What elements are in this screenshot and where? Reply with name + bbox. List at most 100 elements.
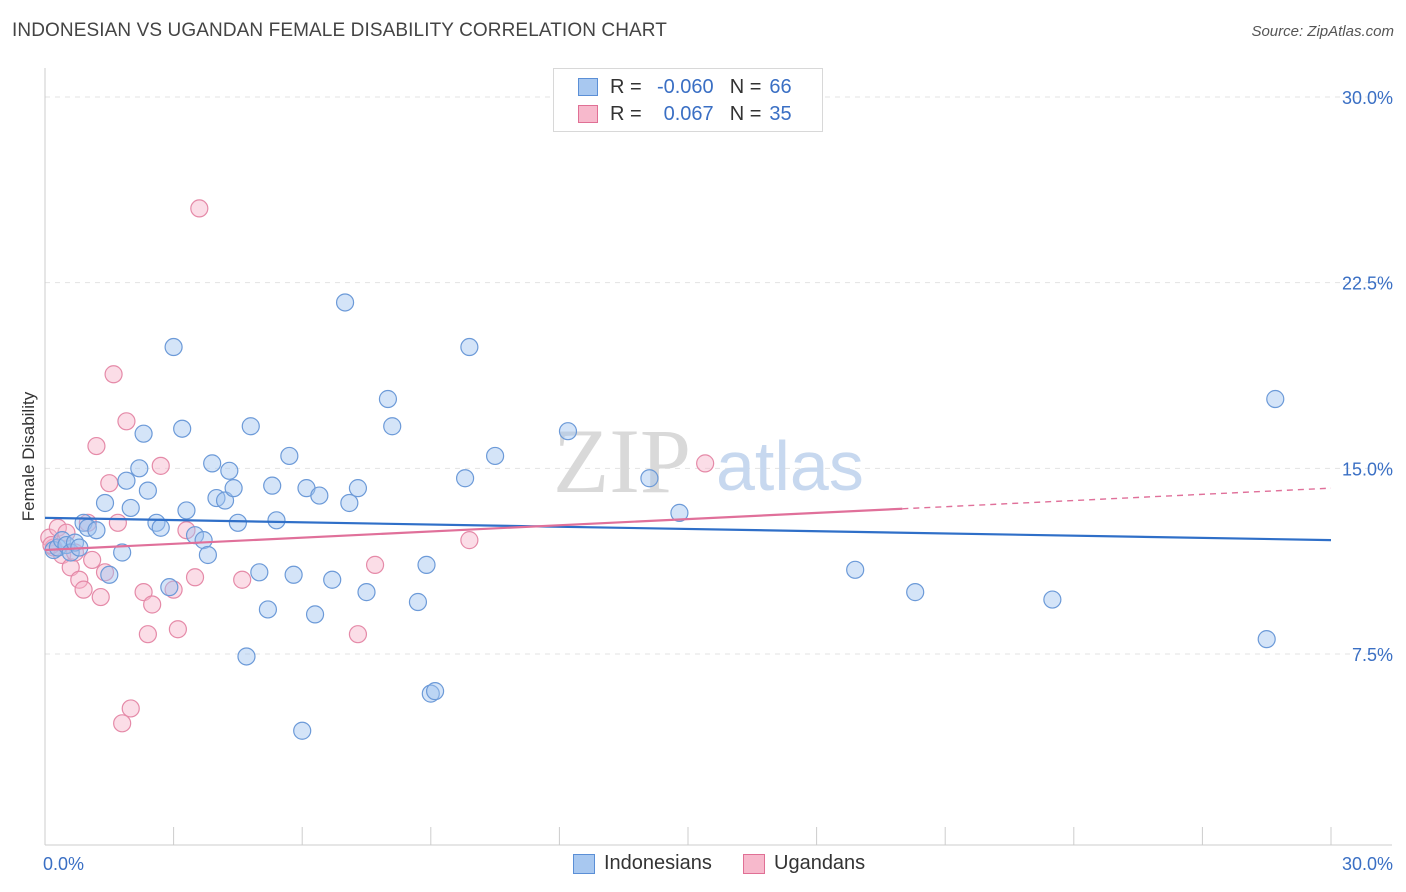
- ugandan-point: [190, 199, 209, 218]
- indonesian-point: [670, 503, 689, 522]
- r-value: 0.067: [663, 102, 714, 125]
- indonesian-point: [1257, 630, 1276, 649]
- legend-swatch-ugandans: [743, 853, 765, 874]
- ugandan-point: [138, 625, 157, 644]
- ugandan-point: [70, 570, 89, 589]
- indonesian-point: [335, 293, 355, 312]
- ugandan-point: [365, 555, 385, 574]
- trend-line-ugandans: [44, 507, 903, 552]
- legend-item-ugandans[interactable]: Ugandans: [743, 852, 865, 875]
- axes: [44, 68, 1392, 846]
- y-tick-label: 22.5%: [1342, 274, 1393, 294]
- indonesian-point: [408, 592, 428, 612]
- indonesian-point: [357, 583, 376, 602]
- y-tick-label: 7.5%: [1352, 645, 1393, 665]
- ugandan-point: [108, 513, 127, 532]
- indonesian-point: [121, 498, 140, 518]
- indonesian-point: [134, 424, 153, 443]
- correlation-legend: R = -0.060 N = 66 R = 0.067 N = 35: [553, 68, 823, 132]
- ugandan-point: [113, 714, 132, 733]
- ugandan-point: [151, 456, 170, 475]
- indonesian-point: [241, 417, 260, 436]
- n-value: 66: [769, 75, 792, 98]
- indonesian-point: [258, 600, 278, 619]
- ugandan-point: [185, 568, 205, 587]
- watermark-atlas: atlas: [716, 427, 864, 505]
- indonesian-point: [164, 337, 183, 357]
- legend-item-indonesians[interactable]: Indonesians: [573, 852, 712, 875]
- indonesian-point: [267, 511, 286, 530]
- indonesian-point: [263, 476, 282, 495]
- indonesian-point: [417, 555, 436, 574]
- trend-line-ugandans-extension: [902, 487, 1332, 510]
- series-legend: Indonesians Ugandans: [0, 852, 1406, 878]
- source-label: Source: ZipAtlas.com: [1251, 23, 1394, 40]
- y-tick-label: 15.0%: [1342, 459, 1393, 479]
- indonesian-point: [455, 469, 475, 488]
- ugandan-point: [460, 531, 479, 550]
- tick-labels: 7.5% 15.0% 22.5% 30.0% 0.0% 30.0%: [43, 88, 1393, 874]
- indonesian-point: [95, 493, 115, 513]
- series-ugandans-points: [40, 199, 715, 733]
- indonesian-point: [340, 493, 359, 513]
- ugandan-point: [696, 454, 715, 473]
- indonesian-point: [1043, 590, 1062, 609]
- indonesian-point: [113, 543, 132, 562]
- r-label: R =: [610, 102, 642, 125]
- n-value: 35: [769, 102, 792, 125]
- legend-swatch-indonesians: [578, 78, 598, 96]
- indonesian-point: [194, 531, 213, 550]
- ugandan-point: [134, 583, 153, 602]
- ugandan-point: [61, 558, 80, 577]
- indonesian-point: [100, 565, 119, 584]
- r-label: R =: [610, 75, 642, 98]
- chart-title: INDONESIAN VS UGANDAN FEMALE DISABILITY …: [12, 20, 667, 41]
- indonesian-point: [348, 479, 368, 498]
- indonesian-point: [173, 419, 192, 438]
- indonesian-point: [224, 479, 243, 498]
- indonesian-point: [558, 422, 578, 441]
- n-label: N =: [729, 102, 762, 125]
- indonesian-point: [228, 513, 247, 532]
- ugandan-point: [121, 699, 140, 718]
- indonesian-point: [305, 605, 325, 624]
- indonesian-point: [640, 469, 659, 488]
- ugandan-point: [168, 620, 187, 639]
- ugandan-point: [74, 580, 93, 599]
- indonesian-point: [280, 446, 299, 466]
- trend-line-indonesians: [44, 516, 1332, 542]
- ugandan-point: [100, 474, 119, 493]
- n-label: N =: [729, 75, 762, 98]
- indonesian-point: [323, 570, 342, 589]
- ugandan-point: [233, 570, 252, 589]
- y-axis-label: Female Disability: [19, 391, 38, 521]
- indonesian-point: [425, 682, 445, 701]
- ugandan-point: [117, 412, 136, 431]
- indonesian-point: [117, 471, 136, 490]
- indonesian-point: [237, 647, 256, 666]
- legend-label-ugandans: Ugandans: [774, 852, 866, 874]
- indonesian-point: [151, 518, 170, 537]
- legend-row-indonesians: R = -0.060 N = 66: [578, 75, 792, 99]
- ugandan-point: [177, 521, 196, 540]
- legend-row-ugandans: R = 0.067 N = 35: [578, 102, 792, 126]
- indonesian-point: [220, 461, 239, 480]
- indonesian-point: [198, 545, 217, 565]
- legend-swatch-ugandans: [578, 105, 598, 123]
- ugandan-point: [143, 595, 162, 614]
- indonesian-point: [160, 578, 179, 597]
- indonesian-point: [460, 337, 479, 357]
- legend-swatch-indonesians: [573, 853, 595, 874]
- ugandan-point: [83, 550, 102, 570]
- indonesian-point: [130, 459, 149, 478]
- ugandan-point: [348, 625, 368, 644]
- indonesian-point: [215, 491, 235, 510]
- indonesian-point: [87, 521, 106, 540]
- series-indonesians-points: [44, 293, 1285, 740]
- r-value: -0.060: [656, 75, 714, 98]
- indonesian-point: [203, 454, 222, 473]
- ugandan-point: [91, 587, 110, 607]
- indonesian-point: [1266, 389, 1285, 409]
- indonesian-point: [486, 446, 505, 466]
